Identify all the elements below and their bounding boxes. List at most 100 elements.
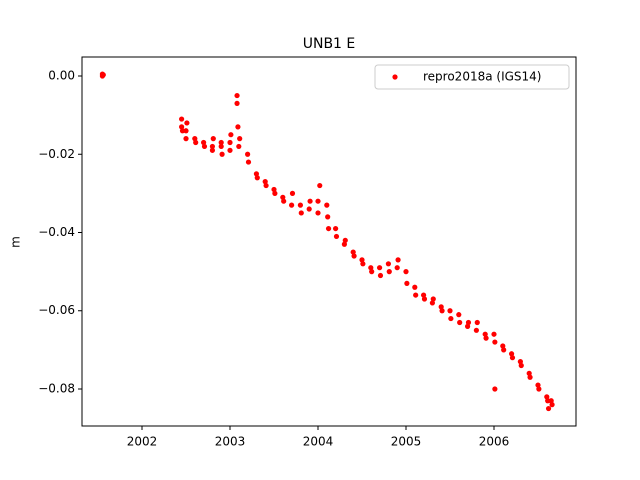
x-tick-label: 2006 — [479, 435, 510, 449]
chart-title: UNB1 E — [303, 36, 356, 52]
point — [386, 269, 392, 275]
point — [297, 202, 304, 208]
point — [369, 269, 375, 275]
point — [289, 202, 295, 208]
point — [306, 206, 312, 212]
point — [517, 359, 523, 365]
point — [350, 249, 356, 255]
point — [430, 296, 436, 302]
point — [263, 182, 269, 189]
y-tick-label: −0.02 — [38, 147, 75, 161]
point — [235, 124, 241, 130]
point — [342, 237, 348, 243]
point — [483, 335, 489, 341]
point — [325, 225, 332, 232]
point — [179, 116, 185, 122]
point — [491, 331, 497, 337]
point — [281, 198, 287, 204]
legend-box — [374, 64, 570, 90]
legend-marker — [392, 74, 398, 80]
point — [492, 339, 498, 345]
point — [544, 394, 550, 400]
point — [209, 147, 216, 153]
point — [341, 241, 347, 247]
point — [421, 296, 428, 302]
point — [509, 355, 516, 361]
point — [545, 405, 552, 412]
y-tick-label: −0.06 — [38, 303, 75, 317]
point — [508, 351, 515, 357]
x-tick-label: 2002 — [127, 435, 158, 449]
y-axis-label: m — [9, 236, 23, 248]
point — [245, 159, 252, 165]
point — [474, 319, 480, 326]
point — [420, 292, 427, 298]
point — [179, 124, 185, 130]
point — [385, 261, 391, 267]
point — [518, 362, 524, 369]
x-tick-label: 2004 — [303, 435, 334, 449]
point — [192, 136, 198, 142]
point — [298, 210, 304, 216]
point — [184, 120, 190, 126]
y-tick-label: 0.00 — [48, 69, 75, 83]
point — [234, 92, 240, 99]
point — [317, 182, 323, 189]
point — [394, 265, 400, 271]
point — [473, 327, 479, 333]
point — [536, 386, 542, 392]
point — [193, 139, 199, 146]
point — [237, 136, 243, 142]
point — [501, 347, 507, 353]
point — [548, 398, 554, 404]
point — [448, 315, 454, 322]
point — [234, 100, 240, 106]
point — [403, 269, 409, 275]
point — [429, 300, 435, 306]
point — [368, 265, 374, 271]
point — [500, 343, 506, 349]
point — [315, 210, 321, 216]
plot-frame — [81, 56, 577, 427]
point — [457, 319, 463, 326]
point — [492, 386, 498, 392]
y-tick-label: −0.08 — [38, 381, 75, 395]
point — [315, 198, 321, 204]
y-tick-label: −0.04 — [38, 225, 75, 239]
point — [438, 304, 444, 310]
point — [228, 132, 234, 138]
point — [351, 253, 357, 259]
point — [218, 143, 224, 150]
point — [324, 202, 330, 208]
point — [376, 265, 383, 271]
point — [245, 151, 251, 157]
point — [253, 171, 260, 177]
point — [307, 198, 313, 204]
point — [272, 190, 278, 196]
point — [219, 151, 225, 157]
point — [526, 370, 532, 376]
point — [464, 323, 471, 329]
point — [201, 139, 207, 146]
point — [262, 179, 268, 185]
point — [465, 319, 472, 326]
point — [395, 257, 401, 263]
point — [527, 374, 533, 380]
point — [227, 139, 233, 146]
point — [218, 139, 224, 146]
point — [100, 72, 106, 78]
point — [377, 272, 384, 279]
legend-label: repro2018a (IGS14) — [423, 70, 541, 84]
point — [535, 382, 541, 388]
point — [412, 284, 418, 290]
point — [227, 147, 233, 153]
x-tick-label: 2003 — [215, 435, 246, 449]
x-tick-label: 2005 — [391, 435, 422, 449]
point — [183, 128, 189, 134]
point — [456, 312, 462, 318]
point — [271, 186, 277, 193]
point — [325, 214, 331, 220]
point — [289, 190, 296, 196]
